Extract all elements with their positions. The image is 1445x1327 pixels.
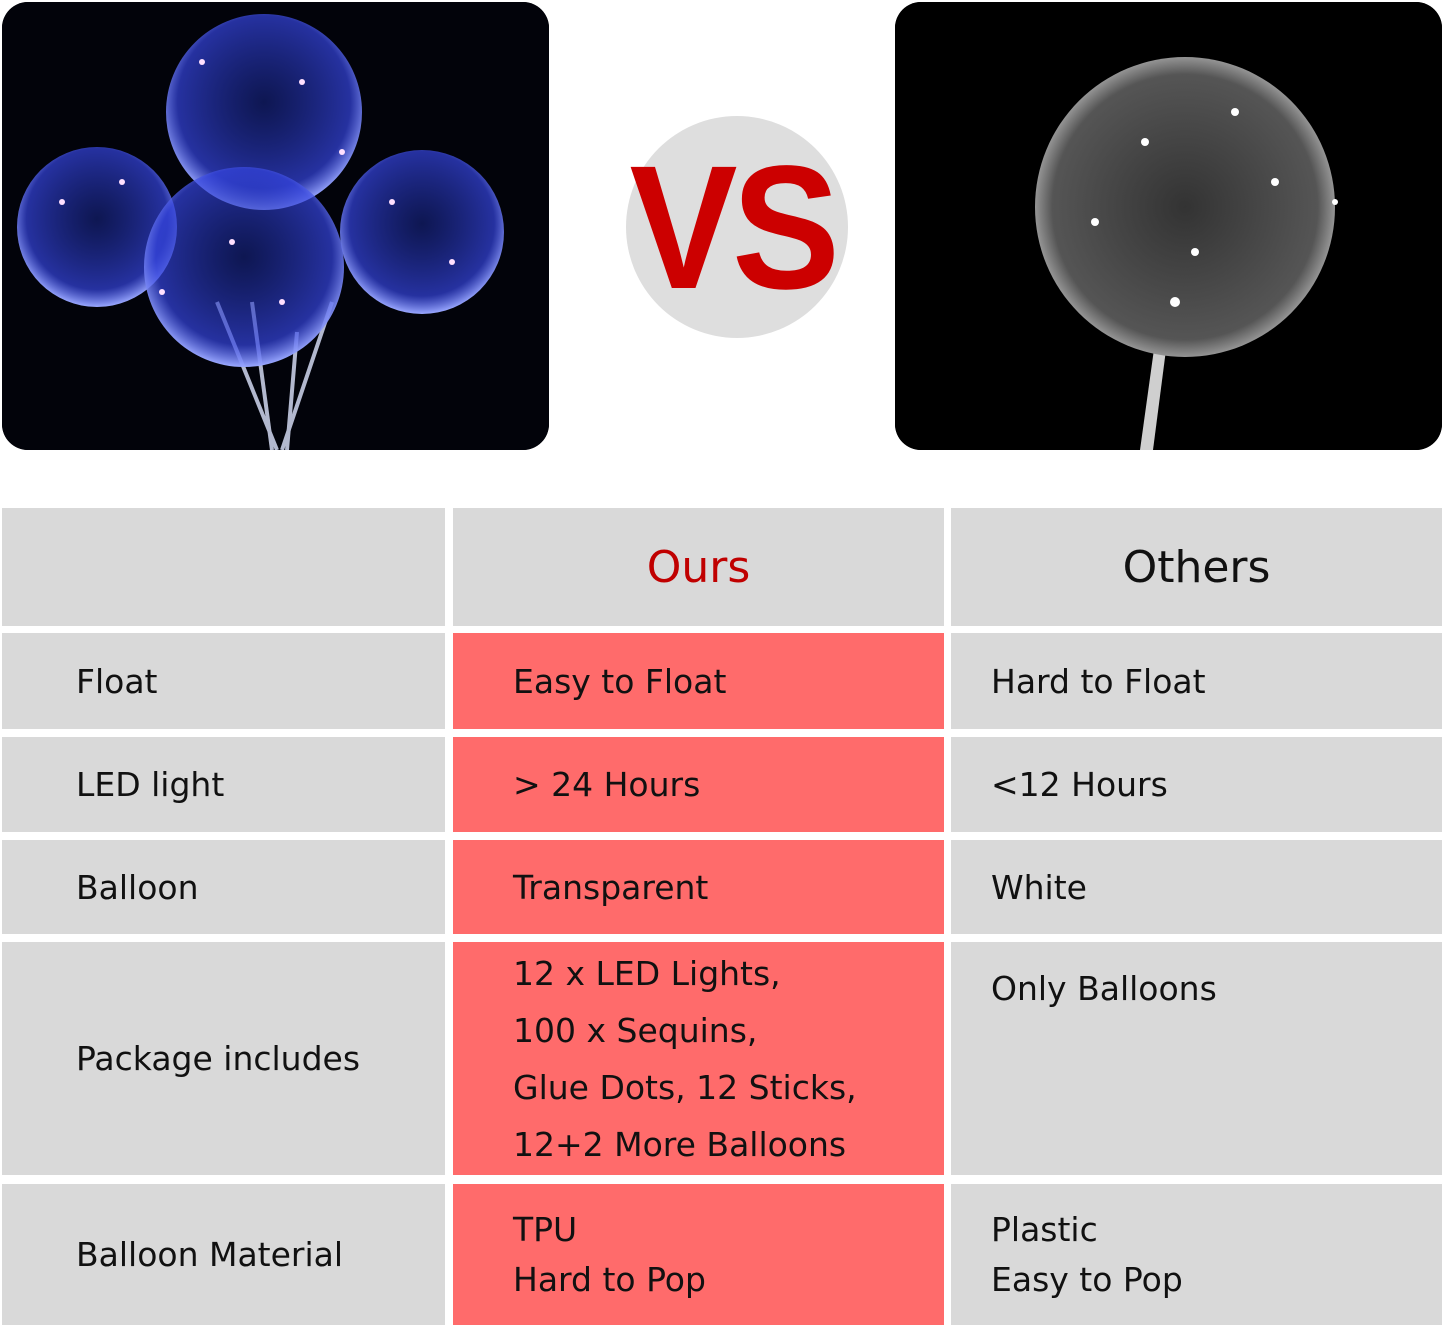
others-material: Plastic Easy to Pop bbox=[951, 1184, 1442, 1325]
others-balloon-photo bbox=[895, 2, 1442, 450]
ours-balloon: Transparent bbox=[453, 840, 944, 934]
ours-material: TPU Hard to Pop bbox=[453, 1184, 944, 1325]
others-float: Hard to Float bbox=[951, 633, 1442, 729]
table-header-empty bbox=[2, 508, 445, 626]
package-line: Only Balloons bbox=[991, 969, 1217, 1008]
ours-package: 12 x LED Lights, 100 x Sequins, Glue Dot… bbox=[453, 942, 944, 1175]
ours-balloons-photo bbox=[2, 2, 549, 450]
package-line: 100 x Sequins, bbox=[513, 1010, 758, 1050]
feature-balloon: Balloon bbox=[2, 840, 445, 934]
package-line: 12 x LED Lights, bbox=[513, 953, 781, 993]
vs-badge bbox=[626, 116, 848, 338]
material-line: Hard to Pop bbox=[513, 1259, 706, 1299]
feature-material: Balloon Material bbox=[2, 1184, 445, 1325]
others-package: Only Balloons bbox=[951, 942, 1442, 1175]
material-line: Easy to Pop bbox=[991, 1259, 1183, 1299]
material-line: Plastic bbox=[991, 1209, 1098, 1249]
feature-float: Float bbox=[2, 633, 445, 729]
vs-label: VS bbox=[629, 130, 840, 326]
feature-package: Package includes bbox=[2, 942, 445, 1175]
feature-led-light: LED light bbox=[2, 737, 445, 832]
header-others: Others bbox=[951, 508, 1442, 626]
package-line: 12+2 More Balloons bbox=[513, 1124, 847, 1164]
material-line: TPU bbox=[513, 1209, 578, 1249]
header-ours: Ours bbox=[453, 508, 944, 626]
ours-float: Easy to Float bbox=[453, 633, 944, 729]
package-line: Glue Dots, 12 Sticks, bbox=[513, 1067, 857, 1107]
others-led-light: <12 Hours bbox=[951, 737, 1442, 832]
ours-led-light: > 24 Hours bbox=[453, 737, 944, 832]
others-balloon: White bbox=[951, 840, 1442, 934]
